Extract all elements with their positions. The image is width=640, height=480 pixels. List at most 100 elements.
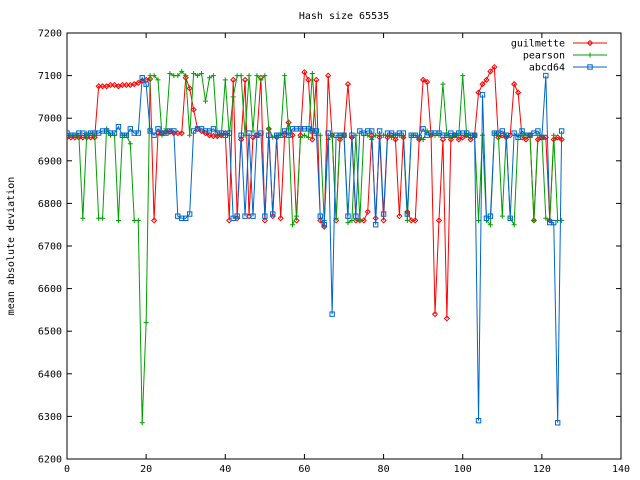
data-point-pearson [404, 217, 410, 223]
data-point-guilmette [475, 89, 482, 96]
data-point-pearson [143, 320, 149, 326]
y-tick-label: 6400 [38, 369, 62, 380]
data-point-abcd64 [234, 213, 240, 219]
legend-label-abcd64: abcd64 [529, 63, 565, 74]
data-point-abcd64 [238, 132, 244, 138]
data-point-abcd64 [543, 72, 549, 79]
data-point-guilmette [178, 130, 185, 137]
data-point-abcd64 [376, 128, 383, 134]
data-point-pearson [135, 217, 141, 223]
data-point-pearson [357, 217, 363, 223]
data-point-abcd64 [281, 128, 288, 134]
data-point-pearson [345, 220, 351, 226]
x-axis-ticks: 0 20 40 60 80 100 120 140 [64, 33, 630, 475]
series-layer [67, 63, 565, 426]
data-point-guilmette [423, 78, 431, 86]
data-point-guilmette [269, 213, 276, 220]
legend-marker-guilmette [586, 39, 594, 47]
data-point-pearson [460, 73, 466, 79]
data-point-guilmette [420, 76, 427, 83]
data-point-pearson [317, 132, 323, 138]
data-point-guilmette [313, 76, 320, 83]
data-point-abcd64 [558, 128, 565, 134]
data-point-abcd64 [258, 130, 264, 136]
data-point-abcd64 [139, 75, 145, 81]
data-point-pearson [183, 73, 189, 79]
data-point-pearson [440, 81, 446, 87]
data-point-guilmette [261, 217, 268, 224]
data-point-abcd64 [372, 222, 379, 228]
data-point-guilmette [479, 81, 486, 88]
y-tick-label: 6300 [38, 412, 62, 423]
data-point-abcd64 [317, 213, 323, 219]
data-point-pearson [151, 73, 157, 79]
data-point-abcd64 [147, 128, 153, 134]
data-point-pearson [246, 73, 252, 79]
data-point-guilmette [455, 136, 462, 143]
x-tick-label: 120 [533, 464, 551, 475]
data-point-abcd64 [499, 128, 505, 134]
data-point-guilmette [190, 106, 197, 113]
data-point-guilmette [396, 213, 403, 220]
data-point-guilmette [135, 79, 142, 86]
data-point-abcd64 [535, 128, 541, 134]
data-point-pearson [309, 70, 315, 76]
data-point-guilmette [511, 81, 518, 88]
data-point-guilmette [186, 85, 193, 92]
data-point-guilmette [111, 81, 118, 89]
data-point-guilmette [515, 89, 522, 96]
data-point-abcd64 [135, 130, 141, 136]
data-point-pearson [262, 73, 268, 79]
data-point-pearson [155, 77, 161, 83]
data-point-pearson [199, 70, 205, 76]
data-point-abcd64 [262, 213, 268, 219]
series-line-pearson [67, 70, 562, 423]
data-point-pearson [230, 94, 236, 100]
data-point-guilmette [392, 136, 399, 143]
data-point-guilmette [487, 68, 494, 75]
data-point-pearson [206, 75, 212, 81]
data-point-abcd64 [503, 132, 509, 138]
data-point-guilmette [380, 217, 387, 224]
data-point-abcd64 [507, 215, 513, 222]
data-point-guilmette [435, 217, 443, 224]
legend-label-guilmette: guilmette [511, 39, 565, 50]
data-point-guilmette [483, 76, 490, 83]
data-point-guilmette [119, 81, 126, 89]
data-point-guilmette [150, 217, 158, 224]
data-point-pearson [487, 222, 493, 228]
y-tick-label: 6900 [38, 156, 62, 167]
data-point-guilmette [241, 76, 249, 83]
data-point-abcd64 [143, 81, 149, 87]
data-point-abcd64 [353, 213, 359, 219]
y-tick-label: 6800 [38, 199, 62, 210]
data-point-pearson [127, 141, 133, 147]
data-point-pearson [297, 134, 303, 140]
data-point-pearson [499, 213, 505, 219]
data-point-pearson [254, 73, 260, 79]
data-point-pearson [290, 222, 296, 228]
data-point-guilmette [344, 81, 352, 88]
data-point-pearson [167, 70, 173, 76]
data-point-pearson [305, 134, 311, 140]
data-point-guilmette [230, 76, 237, 83]
data-point-abcd64 [325, 130, 331, 136]
legend-marker-abcd64 [587, 64, 593, 70]
data-point-pearson [266, 126, 272, 132]
data-point-abcd64 [250, 213, 256, 219]
y-axis-ticks: 6200 6300 6400 6500 6600 6700 6800 6900 7000 7100… [38, 29, 621, 466]
data-point-guilmette [431, 311, 439, 318]
data-point-abcd64 [341, 132, 347, 138]
data-point-pearson [282, 73, 288, 79]
data-point-abcd64 [487, 213, 494, 219]
data-point-guilmette [352, 217, 359, 224]
data-point-pearson [238, 73, 244, 79]
legend-label-pearson: pearson [523, 51, 565, 62]
data-point-abcd64 [515, 134, 521, 141]
data-point-pearson [543, 215, 549, 221]
data-point-abcd64 [321, 222, 327, 228]
data-point-abcd64 [349, 132, 355, 138]
data-point-abcd64 [270, 211, 276, 217]
